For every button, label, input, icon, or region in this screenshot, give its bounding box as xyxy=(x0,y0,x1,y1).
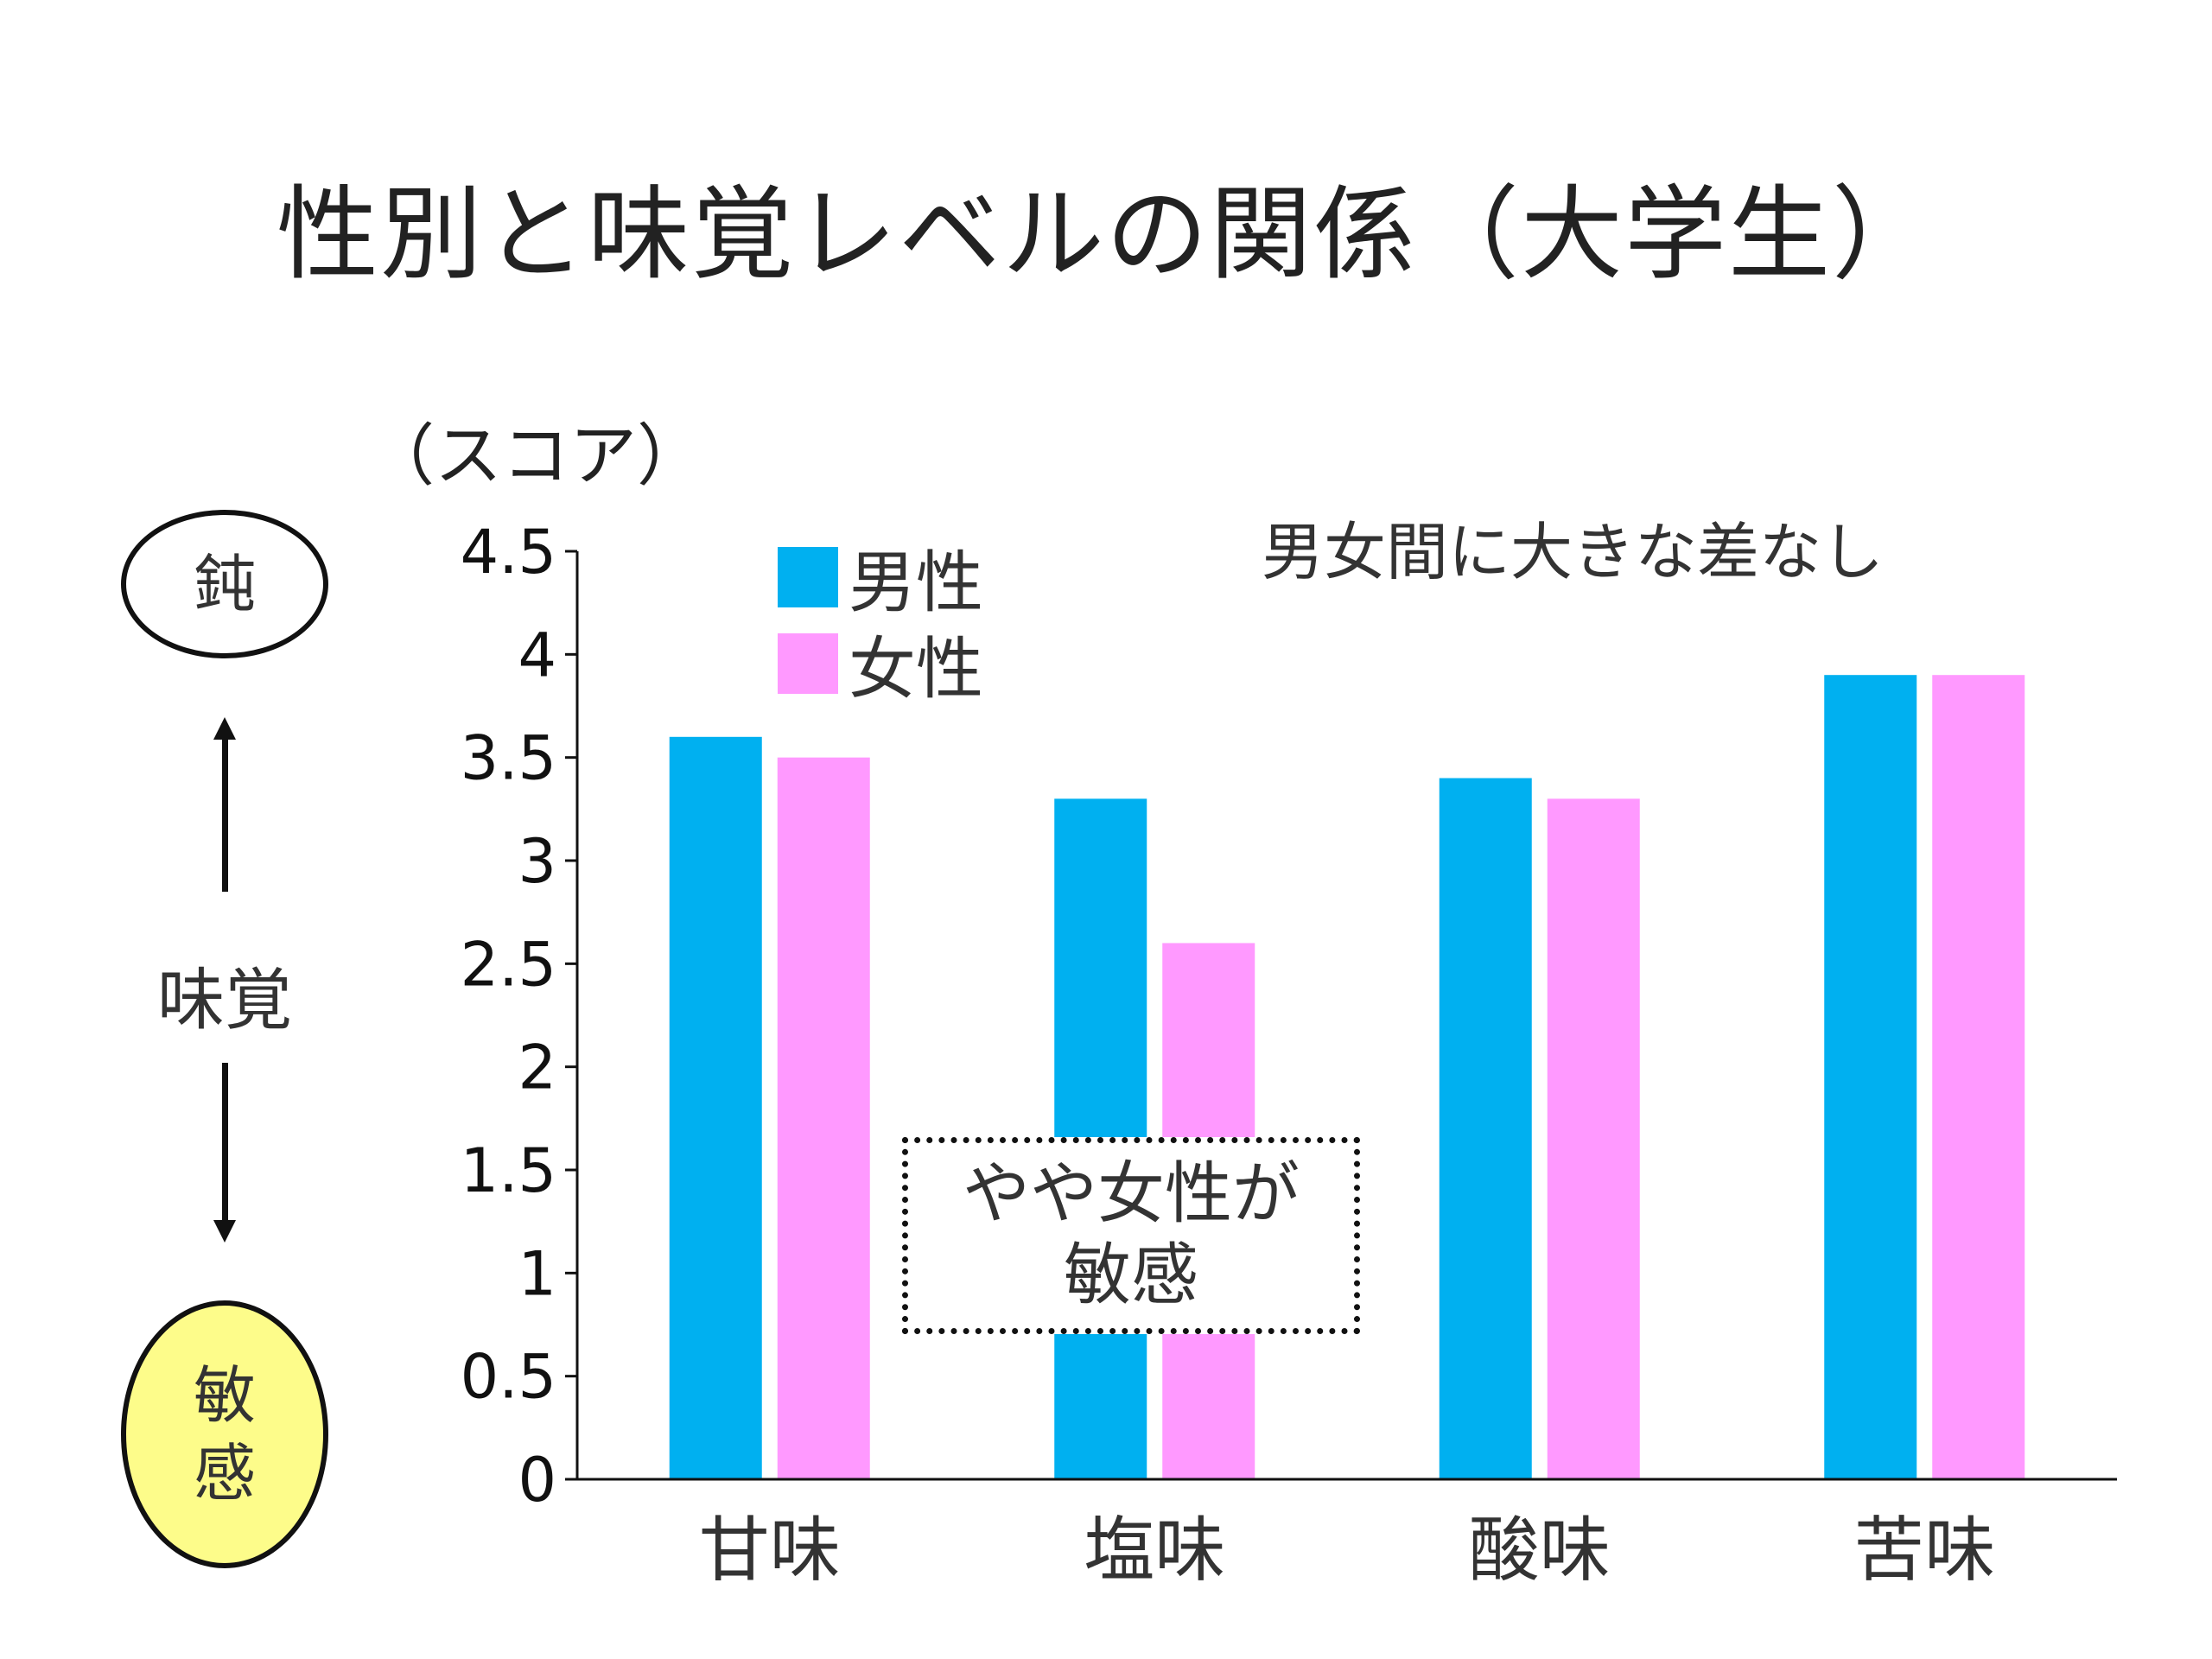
y-tick-label-1: 0.5 xyxy=(461,1342,556,1413)
y-tick-label-0: 0 xyxy=(518,1445,556,1516)
sensitive-label-line2: 感 xyxy=(193,1437,256,1510)
taste-label: 味覚 xyxy=(156,962,292,1039)
bar-female-2 xyxy=(1547,798,1640,1479)
annotation-no-difference: 男女間に大きな差なし xyxy=(1262,516,1885,588)
x-tick-label-1: 塩味 xyxy=(1084,1510,1225,1592)
y-tick-label-3: 1.5 xyxy=(461,1135,556,1206)
y-axis-unit-label: （スコア） xyxy=(367,417,705,495)
sensitive-label-line1: 敏 xyxy=(193,1359,256,1432)
y-tick-label-5: 2.5 xyxy=(461,929,556,1000)
bar-male-0 xyxy=(669,736,762,1479)
legend-swatch-female xyxy=(778,633,838,694)
arrow-up-line xyxy=(222,736,228,892)
legend: 男性 女性 xyxy=(778,534,983,709)
bar-male-3 xyxy=(1824,675,1917,1479)
legend-label-female: 女性 xyxy=(849,631,984,709)
y-tick-label-9: 4.5 xyxy=(461,517,556,588)
callout-box: やや女性が 敏感 xyxy=(902,1137,1360,1334)
bar-female-3 xyxy=(1932,675,2025,1479)
arrow-down-icon xyxy=(213,1220,236,1243)
taste-scale: 鈍 味覚 敏 感 xyxy=(121,510,354,1581)
y-tick-label-6: 3 xyxy=(518,826,556,897)
y-tick-label-7: 3.5 xyxy=(461,723,556,794)
x-tick-label-0: 甘味 xyxy=(699,1510,841,1592)
legend-swatch-male xyxy=(778,547,838,607)
y-tick-label-8: 4 xyxy=(518,620,556,690)
bar-male-2 xyxy=(1439,778,1532,1479)
y-tick-label-4: 2 xyxy=(518,1033,556,1103)
bar-female-0 xyxy=(777,757,870,1479)
callout-line1: やや女性が xyxy=(962,1155,1300,1234)
y-tick-label-2: 1 xyxy=(518,1238,556,1309)
dull-label: 鈍 xyxy=(193,548,256,620)
x-tick-label-2: 酸味 xyxy=(1469,1510,1611,1592)
chart-title: 性別と味覚レベルの関係（大学生） xyxy=(276,175,1936,294)
x-tick-label-3: 苦味 xyxy=(1853,1510,1995,1592)
sensitive-oval: 敏 感 xyxy=(121,1300,328,1568)
legend-item-male: 男性 xyxy=(778,534,983,622)
arrow-down-line xyxy=(222,1063,228,1223)
callout-line2: 敏感 xyxy=(1063,1236,1198,1314)
legend-label-male: 男性 xyxy=(849,544,984,622)
arrow-up-icon xyxy=(213,717,236,740)
dull-oval: 鈍 xyxy=(121,510,328,658)
legend-item-female: 女性 xyxy=(778,620,983,709)
